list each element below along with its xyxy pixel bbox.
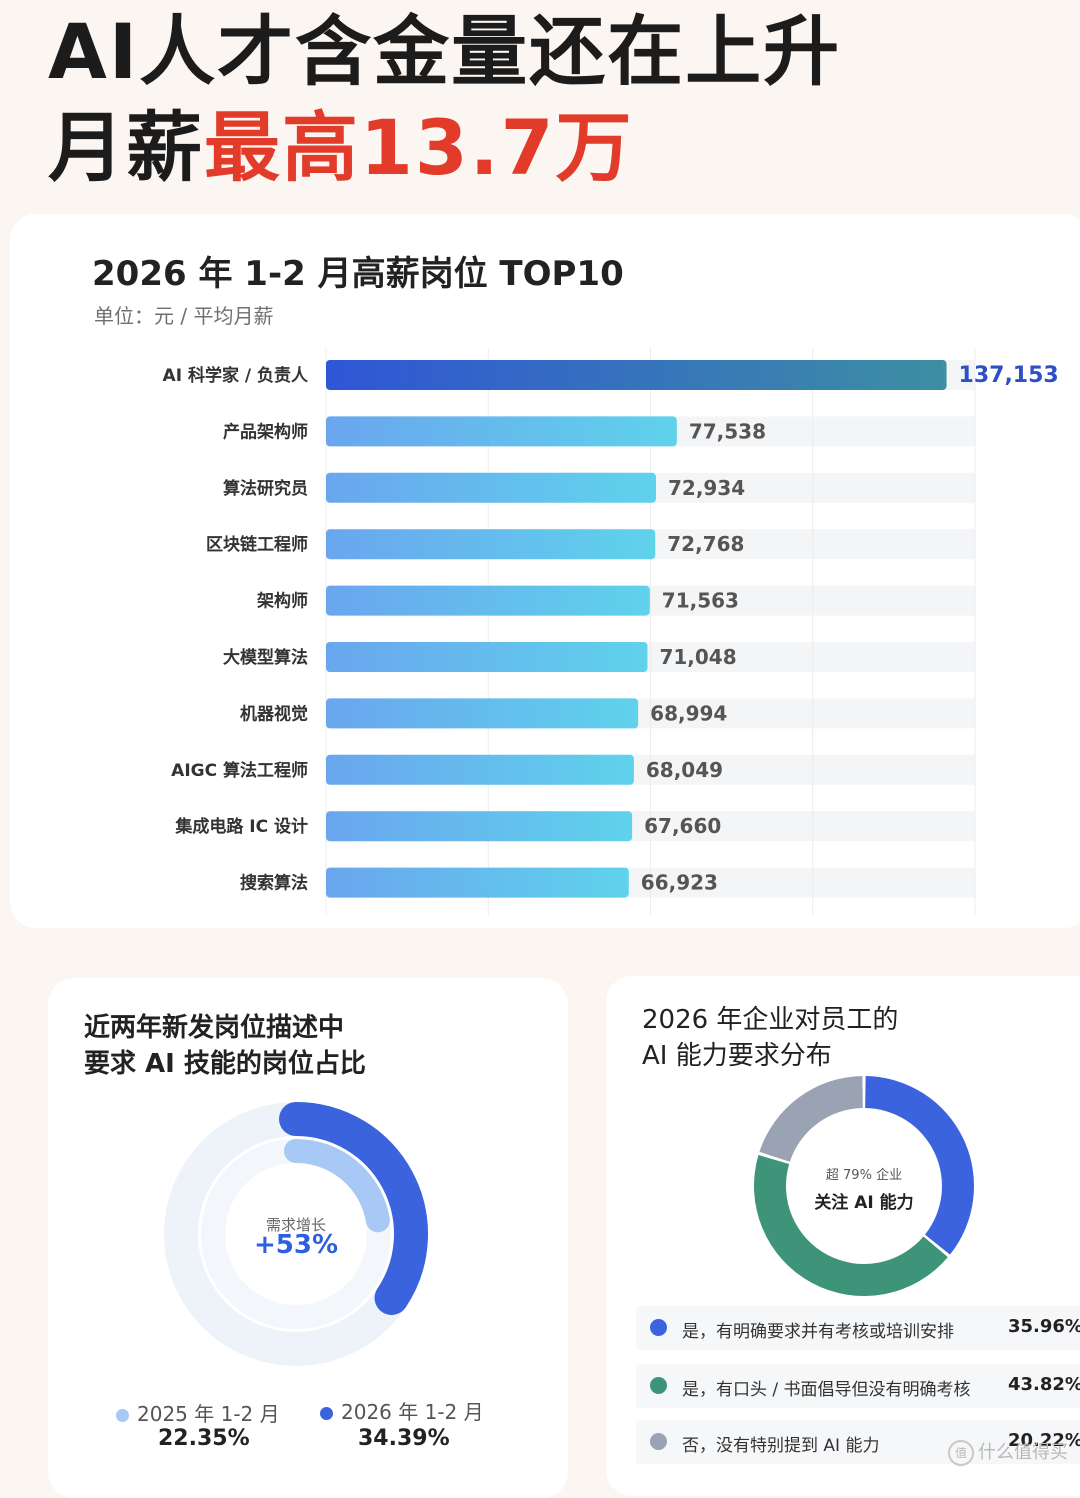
donut-legend-dot-2 <box>650 1377 667 1394</box>
bar-value-label: 71,048 <box>659 645 736 669</box>
bar <box>326 529 656 560</box>
bar <box>326 642 648 672</box>
ring-center-label: 需求增长 <box>265 1216 326 1234</box>
donut-legend-row-2: 是，有口头 / 书面倡导但没有明确考核 43.82% <box>636 1364 1080 1408</box>
bar-value-label: 137,153 <box>959 363 1059 388</box>
bar-value-label: 77,538 <box>689 419 766 443</box>
legend-2026: 2026 年 1-2 月 <box>320 1396 484 1425</box>
donut-slice <box>754 1155 948 1296</box>
salary-chart-unit: 单位：元 / 平均月薪 <box>94 304 274 328</box>
donut-legend-value-1: 35.96% <box>1008 1316 1080 1337</box>
watermark: 值什么值得买 <box>948 1438 1068 1466</box>
legend-2025: 2025 年 1-2 月 <box>116 1398 280 1427</box>
headline-highlight: 最高13.7万 <box>204 103 634 192</box>
ai-requirement-donut <box>754 1076 974 1296</box>
ring-arc-2026 <box>279 1102 428 1315</box>
donut-legend-value-2: 43.82% <box>1008 1374 1080 1395</box>
bar <box>326 472 656 503</box>
ring-arc-2025 <box>284 1139 390 1233</box>
salary-chart-card <box>10 214 1080 928</box>
bar-value-label: 72,768 <box>667 532 744 556</box>
donut-legend-value-3: 20.22% <box>1008 1430 1080 1451</box>
legend-2025-dot <box>116 1409 129 1422</box>
headline-line-2: 月薪最高13.7万 <box>48 102 634 194</box>
ai-requirement-title-line-1: 2026 年企业对员工的 <box>642 1005 899 1035</box>
donut-legend-dot-1 <box>650 1319 667 1336</box>
bar-category-label: 集成电路 IC 设计 <box>174 816 308 837</box>
ai-requirement-title: 2026 年企业对员工的 AI 能力要求分布 <box>642 1002 898 1074</box>
legend-2026-value: 34.39% <box>358 1426 450 1451</box>
legend-2025-value: 22.35% <box>158 1426 250 1451</box>
ai-skill-ratio-title: 近两年新发岗位描述中 要求 AI 技能的岗位占比 <box>84 1010 366 1082</box>
bar-category-label: 搜索算法 <box>240 873 308 894</box>
donut-center-big: 关注 AI 能力 <box>814 1193 914 1213</box>
bar-value-label: 66,923 <box>641 871 718 895</box>
bar <box>326 754 634 785</box>
ring-center-value: +53% <box>253 1230 339 1260</box>
bar-category-label: 区块链工程师 <box>206 534 308 555</box>
bar-value-label: 67,660 <box>644 814 721 838</box>
donut-legend-label-2: 是，有口头 / 书面倡导但没有明确考核 <box>682 1380 971 1400</box>
salary-bar-chart: AI 科学家 / 负责人 137,153 产品架构师 77,538 算法研究员 72,93… <box>163 348 1059 915</box>
donut-legend-row-1: 是，有明确要求并有考核或培训安排 35.96% <box>636 1306 1080 1350</box>
headline-line-1: AI人才含金量还在上升 <box>48 7 842 96</box>
donut-slice <box>759 1076 863 1162</box>
donut-legend-label-3: 否，没有特别提到 AI 能力 <box>682 1436 880 1456</box>
watermark-logo-icon: 值 <box>948 1440 974 1466</box>
ai-skill-ratio-title-line-2: 要求 AI 技能的岗位占比 <box>84 1049 366 1079</box>
bar-value-label: 68,049 <box>646 758 723 782</box>
watermark-text: 什么值得买 <box>978 1442 1068 1463</box>
ai-requirement-title-line-2: AI 能力要求分布 <box>642 1041 832 1071</box>
bar-category-label: AI 科学家 / 负责人 <box>163 365 309 386</box>
legend-2026-label: 2026 年 1-2 月 <box>341 1400 484 1424</box>
headline-prefix: 月薪 <box>48 103 204 192</box>
bar-category-label: 架构师 <box>257 591 308 612</box>
legend-2026-dot <box>320 1407 333 1420</box>
bar-value-label: 72,934 <box>668 476 745 500</box>
bar-category-label: 大模型算法 <box>223 647 308 668</box>
ai-skill-ratio-ring <box>164 1102 428 1366</box>
donut-legend-row-3: 否，没有特别提到 AI 能力 20.22% <box>636 1420 1080 1464</box>
bar <box>326 360 947 390</box>
donut-center-small: 超 79% 企业 <box>825 1168 903 1183</box>
bar <box>326 585 650 616</box>
bar-category-label: AIGC 算法工程师 <box>171 760 308 781</box>
bar <box>326 698 639 729</box>
ai-requirement-card <box>606 976 1080 1496</box>
salary-chart-title: 2026 年 1-2 月高薪岗位 TOP10 <box>92 254 624 294</box>
bar <box>326 811 633 842</box>
donut-legend-label-1: 是，有明确要求并有考核或培训安排 <box>682 1322 954 1342</box>
bar <box>326 867 629 898</box>
ai-skill-ratio-title-line-1: 近两年新发岗位描述中 <box>84 1013 345 1043</box>
bar-category-label: 机器视觉 <box>240 703 308 724</box>
bar-category-label: 算法研究员 <box>222 478 308 499</box>
ai-skill-ratio-card <box>48 978 568 1498</box>
bar-category-label: 产品架构师 <box>223 421 308 442</box>
bar <box>326 416 677 447</box>
legend-2025-label: 2025 年 1-2 月 <box>137 1402 280 1426</box>
bar-value-label: 68,994 <box>650 701 727 725</box>
donut-slice <box>865 1076 974 1255</box>
donut-legend-dot-3 <box>650 1433 667 1450</box>
bar-value-label: 71,563 <box>662 589 739 613</box>
